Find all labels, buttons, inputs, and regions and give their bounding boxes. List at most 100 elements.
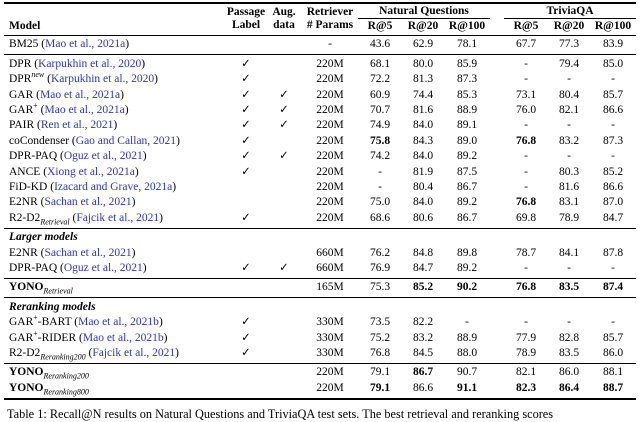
params-cell: 220M	[316, 165, 344, 178]
score-cell: -	[567, 150, 571, 163]
passage-label-cell: ✓	[226, 331, 266, 346]
table-row: R2-D2Retrieval (Fajcik et al., 2021) ✓ 220…	[4, 211, 636, 228]
model-name: -BART	[37, 316, 72, 329]
col-group-natural-questions: Natural Questions	[358, 3, 491, 20]
citation-link[interactable]: Mao et al., 2021b	[82, 331, 164, 344]
score-cell: -	[524, 180, 528, 193]
table-row: E2NR (Sachan et al., 2021) 220M 75.0 84.0 89…	[4, 195, 636, 210]
table-row: coCondenser (Gao and Callan, 2021) ✓ 220M 7…	[4, 134, 636, 149]
passage-label-cell	[226, 362, 266, 381]
citation-paren-open: (	[40, 196, 45, 209]
params-cell: 220M	[302, 54, 358, 73]
score-cell: 81.9	[412, 165, 434, 178]
citation-link[interactable]: Sachan et al., 2021	[44, 246, 132, 259]
citation-link[interactable]: Gao and Callan, 2021	[75, 134, 177, 147]
model-name: YONO	[9, 366, 44, 379]
score-cell: 88.9	[456, 331, 478, 344]
score-cell: 83.2	[558, 134, 580, 147]
citation-link[interactable]: Fajcik et al., 2021	[92, 347, 176, 360]
score-cell: -	[378, 165, 382, 178]
citation-paren-close: )	[158, 316, 163, 329]
citation-paren-close: )	[113, 119, 118, 132]
citation-paren-close: )	[159, 211, 163, 224]
score-cell: 80.4	[558, 88, 580, 101]
score-cell: 83.2	[412, 331, 434, 344]
passage-label-cell: ✓	[226, 211, 266, 228]
score-cell: 75.2	[369, 331, 391, 344]
citation-link[interactable]: Mao et al., 2021a	[45, 38, 126, 51]
aug-data-cell: ✓	[266, 149, 302, 164]
check-icon: ✓	[241, 134, 251, 147]
citation-link[interactable]: Izacard and Grave, 2021a	[54, 180, 173, 193]
score-cell: 81.6	[558, 180, 580, 193]
citation-paren-close: )	[163, 331, 168, 344]
col-header-model: Model	[9, 20, 41, 33]
score-cell: 88.0	[456, 347, 478, 360]
model-name: DPR-PAQ	[9, 150, 58, 163]
column-spacer	[490, 180, 504, 195]
score-cell: 86.0	[602, 347, 624, 360]
model-cell: YONORetrieval	[4, 277, 226, 298]
citation-link[interactable]: Ren et al., 2021	[40, 119, 114, 132]
citation-link[interactable]: Sachan et al., 2021	[44, 196, 132, 209]
params-cell: 220M	[316, 88, 344, 101]
citation-paren-open: (	[43, 165, 48, 178]
check-icon: ✓	[241, 316, 251, 329]
citation-link[interactable]: Karpukhin et al., 2020	[38, 57, 142, 70]
model-name: E2NR	[9, 246, 38, 259]
citation-paren-close: )	[125, 38, 130, 51]
header-line: data	[273, 19, 295, 32]
score-cell: -	[611, 150, 615, 163]
score-cell: 76.8	[369, 347, 391, 360]
column-spacer	[490, 277, 505, 298]
column-spacer	[490, 134, 504, 149]
check-icon: ✓	[279, 150, 289, 163]
citation-paren-close: )	[172, 180, 177, 193]
score-cell: 79.1	[358, 362, 402, 381]
model-cell: R2-D2Reranking200 (Fajcik et al., 2021)	[4, 346, 226, 363]
score-cell: 76.8	[504, 277, 549, 298]
aug-data-cell: ✓	[266, 261, 302, 278]
params-cell: 330M	[316, 331, 344, 344]
column-spacer	[490, 211, 504, 228]
score-cell: 60.9	[369, 88, 391, 101]
model-name: PAIR	[9, 119, 35, 132]
score-cell: 89.2	[456, 150, 478, 163]
aug-data-cell	[266, 34, 302, 55]
check-icon: ✓	[279, 88, 289, 101]
score-cell: 86.6	[602, 103, 624, 116]
citation-link[interactable]: Oguz et al., 2021	[63, 150, 143, 163]
citation-link[interactable]: Oguz et al., 2021	[63, 262, 143, 274]
model-cell: GAR+ (Mao et al., 2021a)	[4, 103, 226, 118]
model-name: GAR	[9, 88, 34, 101]
score-cell: 84.8	[412, 246, 434, 259]
model-name: -RIDER	[37, 331, 77, 344]
aug-data-cell	[266, 246, 302, 261]
params-cell: 220M	[316, 103, 344, 116]
score-cell: -	[611, 73, 615, 86]
score-cell: -	[567, 119, 571, 132]
params-cell: 220M	[316, 119, 344, 132]
citation-link[interactable]: Mao et al., 2021a	[40, 88, 121, 101]
citation-link[interactable]: Karpukhin et al., 2020	[50, 73, 155, 86]
score-cell: 82.1	[558, 103, 580, 116]
score-cell: 85.9	[444, 54, 491, 73]
column-spacer	[490, 72, 504, 87]
citation-link[interactable]: Mao et al., 2021a	[44, 103, 125, 116]
citation-link[interactable]: Xiong et al., 2021a	[47, 165, 135, 178]
model-cell: BM25 (Mao et al., 2021a)	[4, 34, 226, 55]
params-cell: 220M	[302, 362, 358, 381]
header-line: Label	[231, 19, 261, 32]
col-header-nq-r20: R@20	[407, 20, 439, 33]
column-spacer	[490, 34, 505, 55]
score-cell: 76.0	[515, 103, 537, 116]
citation-link[interactable]: Fajcik et al., 2021	[76, 211, 160, 224]
aug-data-cell	[266, 134, 302, 149]
score-cell: 87.8	[602, 246, 624, 259]
passage-label-cell	[226, 246, 266, 261]
citation-link[interactable]: Mao et al., 2021b	[78, 316, 159, 329]
table-row: DPR-PAQ (Oguz et al., 2021) ✓ ✓ 660M 76.9 84.…	[4, 261, 636, 278]
score-cell: 78.9	[558, 211, 580, 224]
passage-label-cell: ✓	[226, 261, 266, 278]
header-line: Retriever	[306, 6, 354, 18]
